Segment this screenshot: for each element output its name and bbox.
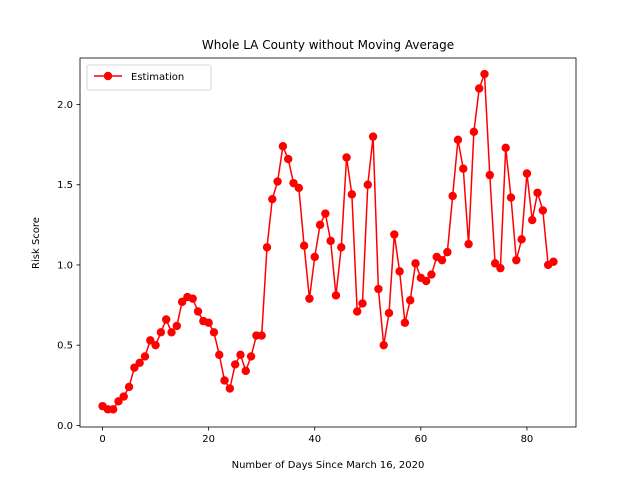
- data-point: [193, 307, 203, 316]
- legend: Estimation: [86, 64, 212, 91]
- data-point: [395, 267, 404, 276]
- data-point: [480, 69, 489, 79]
- data-point: [257, 331, 266, 340]
- data-point: [172, 321, 182, 331]
- data-point: [108, 405, 118, 414]
- data-point: [459, 164, 468, 173]
- data-point: [528, 215, 537, 225]
- legend-label: Estimation: [131, 72, 184, 83]
- data-point: [119, 392, 128, 401]
- data-point: [384, 308, 394, 318]
- data-point: [400, 318, 410, 327]
- y-tick-label: 0.5: [57, 341, 73, 352]
- chart-title: Whole LA County without Moving Average: [202, 38, 454, 52]
- data-point: [225, 384, 235, 393]
- data-point: [299, 241, 309, 250]
- data-point: [538, 206, 548, 215]
- y-tick-label: 2.0: [57, 100, 73, 111]
- data-point: [512, 255, 521, 265]
- data-point: [241, 366, 250, 376]
- data-point: [268, 194, 277, 204]
- data-point: [485, 170, 494, 180]
- x-tick-label: 0: [99, 434, 105, 445]
- data-point: [374, 284, 383, 294]
- data-point: [443, 247, 452, 257]
- data-point: [310, 252, 319, 262]
- y-axis-label: Risk Score: [31, 217, 42, 269]
- data-point: [331, 291, 341, 300]
- y-tick-label: 1.5: [57, 180, 73, 191]
- data-point: [278, 142, 288, 151]
- data-point: [379, 340, 388, 350]
- data-point: [464, 239, 473, 249]
- x-tick-label: 40: [308, 434, 321, 445]
- data-point: [284, 154, 293, 164]
- data-point: [246, 352, 256, 361]
- data-point: [506, 193, 516, 202]
- legend-marker-sample: [103, 71, 113, 81]
- data-point: [294, 183, 304, 193]
- data-point: [162, 315, 171, 324]
- data-point: [352, 307, 362, 316]
- x-axis-label: Number of Days Since March 16, 2020: [232, 460, 425, 471]
- data-point: [427, 270, 436, 279]
- data-point: [406, 296, 415, 305]
- data-point: [326, 236, 335, 246]
- data-point: [368, 132, 378, 141]
- data-point: [490, 259, 500, 268]
- data-point: [469, 127, 479, 136]
- data-point: [156, 328, 166, 337]
- data-point: [135, 358, 144, 368]
- data-point: [347, 190, 357, 199]
- data-point: [321, 209, 330, 218]
- data-point: [230, 360, 240, 369]
- x-tick-label: 60: [414, 434, 427, 445]
- data-point: [130, 363, 139, 372]
- data-point: [522, 169, 532, 178]
- data-point: [517, 235, 526, 244]
- data-point: [236, 350, 245, 359]
- data-point: [437, 255, 447, 265]
- data-point: [390, 230, 399, 239]
- data-point: [342, 153, 351, 162]
- data-point: [305, 294, 314, 303]
- x-tick-label: 20: [202, 434, 215, 445]
- data-point: [209, 328, 219, 337]
- y-tick-label: 0.0: [57, 421, 73, 432]
- y-axis: 0.0 0.5 1.0 1.5 2.0: [57, 100, 80, 432]
- x-axis: 0 20 40 60 80: [99, 427, 533, 445]
- data-point: [474, 84, 484, 93]
- data-point: [363, 180, 372, 189]
- data-point: [167, 328, 176, 337]
- plot-frame: [79, 57, 577, 428]
- data-point: [453, 135, 463, 145]
- data-point: [140, 352, 150, 361]
- data-point: [448, 191, 457, 201]
- data-point: [358, 299, 367, 308]
- data-point: [549, 257, 558, 266]
- x-tick-label: 80: [521, 434, 534, 445]
- data-point: [315, 220, 325, 230]
- legend-box: [86, 64, 212, 91]
- estimation-markers: [98, 69, 558, 414]
- data-point: [496, 263, 505, 273]
- data-point: [220, 376, 229, 385]
- data-point: [421, 276, 431, 286]
- data-point: [273, 177, 282, 186]
- data-point: [411, 259, 420, 268]
- data-point: [151, 340, 160, 350]
- data-point: [124, 382, 134, 392]
- data-point: [215, 350, 224, 359]
- plot-area: [80, 58, 576, 427]
- data-point: [204, 318, 213, 327]
- data-point: [501, 143, 510, 153]
- data-point: [337, 243, 346, 252]
- y-tick-label: 1.0: [57, 260, 73, 271]
- data-point: [188, 294, 197, 303]
- data-point: [262, 243, 272, 252]
- data-point: [533, 188, 542, 197]
